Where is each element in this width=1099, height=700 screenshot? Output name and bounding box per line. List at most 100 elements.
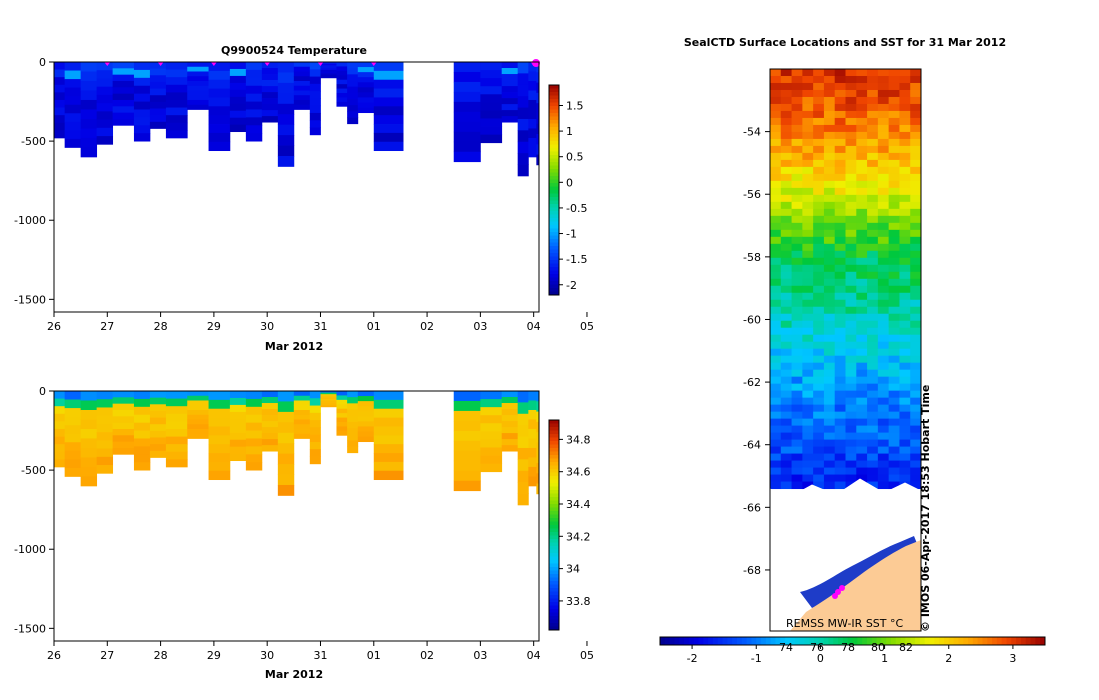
salinity-cell xyxy=(149,397,167,405)
sst-cell xyxy=(867,96,879,105)
temperature-cell xyxy=(187,71,209,77)
temperature-cell xyxy=(149,81,167,89)
sst-cell xyxy=(845,355,857,364)
sst-cell xyxy=(834,194,846,203)
temperature-cell xyxy=(517,164,529,177)
sst-cell xyxy=(867,376,879,385)
temperature-cell xyxy=(133,85,151,95)
sst-cell xyxy=(877,383,890,392)
temperature-cell xyxy=(112,99,135,107)
sst-colorbar-segment xyxy=(785,637,791,645)
colorbar-tick-label: 0.5 xyxy=(566,151,584,164)
sst-cell xyxy=(780,159,793,168)
salinity-cell xyxy=(309,412,321,421)
colorbar-segment xyxy=(549,493,559,498)
temperature-cell xyxy=(229,103,247,112)
colorbar-segment xyxy=(549,577,559,582)
temperature-cell xyxy=(277,93,295,105)
sst-cell xyxy=(877,75,890,84)
sst-colorbar-segment xyxy=(977,637,983,645)
temperature-cell xyxy=(149,115,167,123)
sst-cell xyxy=(823,383,836,392)
colorbar-segment xyxy=(549,291,559,296)
salinity-cell xyxy=(133,446,151,455)
salinity-cell xyxy=(357,406,375,412)
sst-cell xyxy=(888,446,900,455)
colorbar-segment xyxy=(549,427,559,431)
temperature-cell xyxy=(165,115,188,124)
sst-cell xyxy=(877,453,890,462)
sst-cell xyxy=(834,236,846,245)
sst-cell xyxy=(780,243,793,252)
sst-cell xyxy=(856,194,868,203)
temperature-cell xyxy=(336,66,348,72)
sst-cell xyxy=(845,460,857,469)
sst-cell xyxy=(813,369,825,378)
temperature-cell xyxy=(80,90,98,101)
sst-cell xyxy=(770,180,782,189)
temperature-cell xyxy=(54,77,66,86)
colorbar-segment xyxy=(549,211,559,215)
salinity-cell xyxy=(501,445,519,452)
colorbar-segment xyxy=(549,246,559,250)
sst-cell xyxy=(888,404,900,413)
sst-cell xyxy=(780,313,793,322)
colorbar-segment xyxy=(549,99,559,103)
sst-cell xyxy=(899,306,911,315)
sst-cell xyxy=(856,264,868,273)
salinity-cell xyxy=(80,428,98,439)
colorbar-segment xyxy=(549,288,559,292)
sst-cell xyxy=(856,96,868,105)
temperature-cell xyxy=(336,75,348,81)
sst-cell xyxy=(770,110,782,119)
sst-cell xyxy=(813,69,825,77)
salinity-y-axis: 0-500-1000-1500 xyxy=(14,385,54,635)
temperature-cell xyxy=(96,119,114,129)
temperature-cell xyxy=(517,107,529,120)
sst-cell xyxy=(899,292,911,301)
sst-cell xyxy=(899,411,911,420)
colorbar-segment xyxy=(549,218,559,222)
sst-cell xyxy=(899,460,911,469)
temperature-cell xyxy=(112,68,135,76)
sst-cell xyxy=(845,103,857,112)
sst-cell xyxy=(780,271,793,280)
salinity-cell xyxy=(133,391,151,400)
temperature-cell xyxy=(229,75,247,84)
x-tick-label: 02 xyxy=(420,320,434,333)
sst-colorbar-segment xyxy=(679,637,685,645)
colorbar-segment xyxy=(549,127,559,131)
colorbar-segment xyxy=(549,623,559,627)
sst-cell xyxy=(802,383,814,392)
sst-cell xyxy=(834,271,846,280)
sst-colorbar-segment xyxy=(751,637,757,645)
salinity-cell xyxy=(54,398,66,407)
sst-cell xyxy=(770,327,782,336)
sst-cell xyxy=(780,383,793,392)
sst-cell xyxy=(877,467,890,476)
temperature-cell xyxy=(208,124,231,134)
temperature-cell xyxy=(309,76,321,85)
sst-cell xyxy=(877,404,890,413)
sst-cell xyxy=(802,180,814,189)
temperature-cell xyxy=(336,62,348,67)
y-tick-label: -1500 xyxy=(14,293,46,306)
sst-cell xyxy=(802,201,814,210)
sst-cell xyxy=(813,404,825,413)
sst-cell xyxy=(823,320,836,329)
colorbar-segment xyxy=(549,532,559,536)
sst-cell xyxy=(770,131,782,140)
temperature-cell xyxy=(64,104,82,114)
sst-colorbar-segment xyxy=(746,637,752,645)
sst-cell xyxy=(899,383,911,392)
sst-cell xyxy=(845,313,857,322)
temperature-cell xyxy=(480,118,503,127)
sst-cell xyxy=(856,250,868,259)
salinity-cell xyxy=(528,428,537,439)
sst-cell xyxy=(899,236,911,245)
temperature-cell xyxy=(64,130,82,140)
colorbar-segment xyxy=(549,148,559,152)
sst-cell xyxy=(834,257,846,266)
colorbar-segment xyxy=(549,102,559,107)
temperature-cell xyxy=(112,106,135,114)
